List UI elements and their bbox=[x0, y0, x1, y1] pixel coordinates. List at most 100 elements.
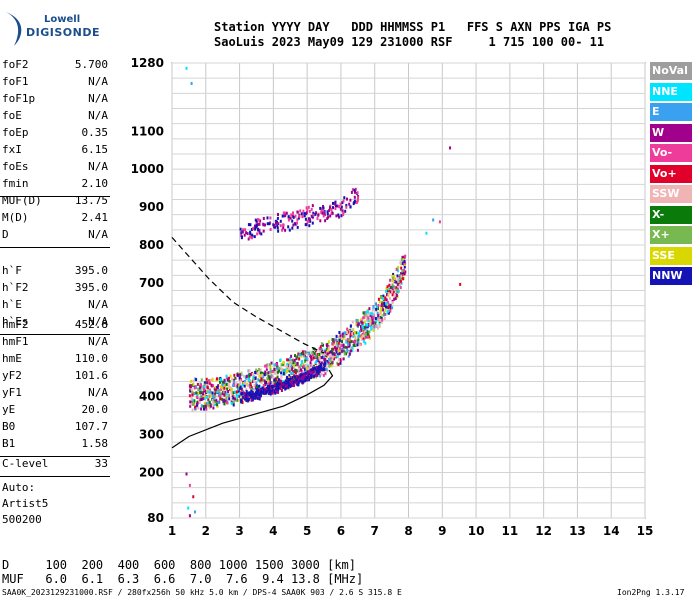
echo-point bbox=[356, 323, 359, 327]
param-name: D bbox=[2, 228, 9, 241]
echo-point bbox=[391, 277, 394, 281]
echo-point bbox=[403, 259, 406, 263]
echo-point bbox=[347, 354, 350, 358]
echo-point bbox=[189, 400, 192, 404]
echo-point bbox=[337, 344, 339, 348]
echo-point bbox=[332, 347, 335, 351]
echo-point bbox=[208, 379, 211, 383]
echo-point bbox=[351, 349, 354, 353]
echo-point bbox=[298, 366, 301, 370]
echo-point bbox=[438, 220, 441, 224]
echo-point bbox=[369, 313, 372, 317]
echo-point bbox=[255, 394, 258, 398]
echo-point bbox=[269, 369, 272, 373]
echo-point bbox=[346, 337, 349, 341]
echo-point bbox=[377, 297, 380, 301]
echo-point bbox=[395, 286, 398, 290]
echo-point bbox=[268, 363, 271, 367]
echo-point bbox=[202, 392, 204, 396]
echo-point bbox=[275, 221, 277, 225]
echo-point bbox=[271, 390, 274, 394]
echo-point bbox=[258, 374, 261, 378]
echo-point bbox=[374, 317, 377, 320]
echo-point bbox=[342, 211, 345, 215]
echo-point bbox=[379, 318, 382, 322]
echo-point bbox=[253, 379, 256, 383]
echo-point bbox=[287, 225, 290, 229]
echo-point bbox=[280, 371, 283, 375]
echo-point bbox=[193, 401, 196, 405]
echo-point bbox=[313, 352, 316, 356]
echo-point bbox=[258, 222, 261, 226]
echo-point bbox=[336, 204, 339, 208]
echo-point bbox=[356, 343, 359, 347]
echo-point bbox=[349, 324, 352, 328]
echo-point bbox=[262, 223, 265, 227]
echo-point bbox=[387, 311, 390, 315]
echo-point bbox=[265, 371, 268, 375]
echo-point bbox=[246, 377, 249, 381]
echo-point bbox=[357, 196, 359, 200]
echo-point bbox=[280, 363, 283, 367]
echo-point bbox=[326, 212, 329, 216]
echo-point bbox=[265, 367, 268, 371]
echo-point bbox=[277, 222, 280, 226]
y-tick-label: 1100 bbox=[131, 124, 164, 138]
param-name: yE bbox=[2, 403, 16, 416]
echo-point bbox=[195, 385, 198, 389]
echo-point bbox=[292, 378, 295, 382]
echo-point bbox=[370, 315, 373, 319]
echo-point bbox=[332, 206, 334, 210]
echo-point bbox=[341, 340, 343, 344]
echo-point bbox=[300, 368, 303, 372]
echo-point bbox=[291, 367, 294, 371]
param-name: fxI bbox=[2, 143, 22, 156]
echo-point bbox=[205, 377, 208, 381]
echo-point bbox=[221, 383, 224, 387]
echo-point bbox=[213, 403, 216, 406]
echo-point bbox=[219, 392, 222, 396]
echo-point bbox=[248, 369, 251, 372]
echo-point bbox=[279, 219, 282, 223]
echo-point bbox=[231, 377, 234, 381]
echo-point bbox=[317, 366, 320, 370]
echo-point bbox=[278, 367, 281, 371]
param-name: foEs bbox=[2, 160, 29, 173]
echo-point bbox=[256, 392, 259, 396]
echo-point bbox=[331, 358, 334, 361]
echo-point bbox=[320, 361, 323, 365]
echo-point bbox=[396, 274, 399, 278]
echo-point bbox=[240, 392, 243, 396]
echo-point bbox=[383, 311, 386, 315]
echo-point bbox=[293, 370, 296, 373]
param-value: N/A bbox=[88, 298, 108, 311]
echo-point bbox=[203, 387, 205, 391]
param-row-clevel: C-level 33 bbox=[2, 457, 108, 473]
echo-point bbox=[248, 397, 251, 401]
echo-point bbox=[269, 381, 272, 385]
echo-point bbox=[266, 222, 269, 226]
param-row-hmf1: hmF1 N/A bbox=[2, 335, 108, 351]
echo-point bbox=[268, 222, 271, 226]
echo-point bbox=[385, 302, 388, 305]
echo-point bbox=[355, 322, 358, 326]
echo-point bbox=[307, 205, 310, 209]
echo-point bbox=[316, 359, 319, 363]
echo-point bbox=[292, 374, 295, 378]
echo-point bbox=[291, 383, 294, 387]
echo-point bbox=[281, 379, 284, 383]
echo-point bbox=[316, 217, 319, 221]
echo-point bbox=[368, 330, 371, 334]
echo-point bbox=[379, 315, 382, 319]
echo-point bbox=[342, 213, 345, 217]
echo-point bbox=[311, 221, 314, 225]
param-row-yf1: yF1 N/A bbox=[2, 386, 108, 402]
echo-point bbox=[242, 395, 245, 399]
echo-point bbox=[221, 386, 224, 389]
echo-point bbox=[381, 314, 384, 317]
echo-point bbox=[288, 366, 291, 370]
echo-point bbox=[349, 340, 352, 344]
param-value: N/A bbox=[88, 92, 108, 105]
echo-point bbox=[283, 381, 286, 385]
echo-point bbox=[350, 340, 353, 344]
